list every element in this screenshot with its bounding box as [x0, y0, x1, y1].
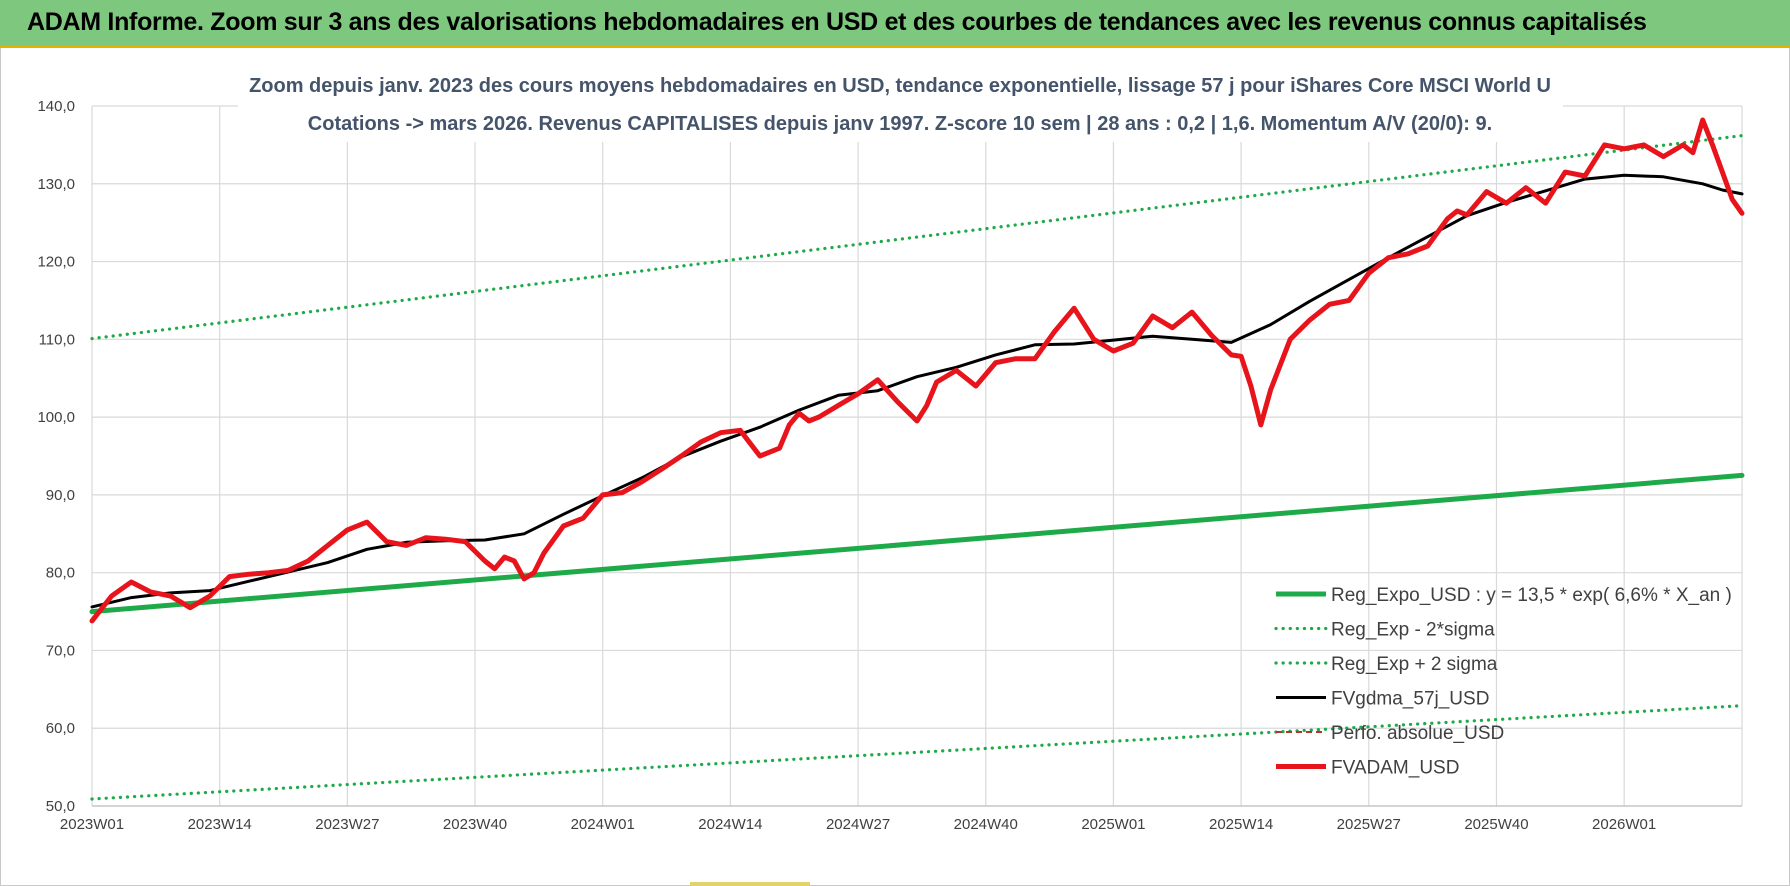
y-tick-label: 120,0	[37, 254, 75, 271]
legend-entry: Perfo. absolue_USD	[1331, 723, 1504, 744]
x-tick-label: 2026W01	[1592, 816, 1656, 833]
bottom-accent-bar	[690, 882, 810, 886]
x-tick-label: 2025W40	[1464, 816, 1528, 833]
y-tick-label: 60,0	[46, 720, 75, 737]
x-tick-label: 2025W01	[1081, 816, 1145, 833]
x-tick-label: 2024W14	[698, 816, 762, 833]
legend-entry: FVADAM_USD	[1331, 758, 1459, 779]
x-tick-label: 2023W27	[315, 816, 379, 833]
y-tick-label: 140,0	[37, 98, 75, 115]
x-tick-label: 2023W40	[443, 816, 507, 833]
legend-entry: Reg_Exp + 2 sigma	[1331, 654, 1498, 675]
x-tick-label: 2023W01	[60, 816, 124, 833]
y-tick-label: 110,0	[39, 331, 75, 348]
x-tick-label: 2025W14	[1209, 816, 1273, 833]
series-line-3	[90, 173, 1744, 609]
x-tick-label: 2025W27	[1337, 816, 1401, 833]
legend-entry: FVgdma_57j_USD	[1331, 689, 1489, 710]
legend-entry: Reg_Exp - 2*sigma	[1331, 620, 1495, 641]
series-line-5	[89, 117, 1745, 624]
x-tick-label: 2023W14	[188, 816, 252, 833]
legend: Reg_Expo_USD : y = 13,5 * exp( 6,6% * X_…	[1274, 585, 1732, 779]
x-tick-label: 2024W01	[571, 816, 635, 833]
page-title: ADAM Informe. Zoom sur 3 ans des valoris…	[27, 8, 1647, 36]
y-tick-label: 90,0	[46, 487, 75, 504]
series-line-1	[90, 704, 1744, 801]
x-axis-ticks: 2023W01 2023W14 2023W27 2023W40 2024W01 2024W…	[60, 816, 1656, 833]
y-tick-label: 100,0	[37, 409, 75, 426]
y-tick-label: 130,0	[37, 176, 75, 193]
y-tick-label: 80,0	[46, 565, 75, 582]
chart-title-line-1: Zoom depuis janv. 2023 des cours moyens …	[249, 75, 1551, 97]
x-tick-label: 2024W27	[826, 816, 890, 833]
y-axis-ticks: 50,0 60,0 70,0 80,0 90,0 100,0 110,0 120,0 130,0…	[37, 98, 75, 815]
chart-title-line-2: Cotations -> mars 2026. Revenus CAPITALI…	[308, 113, 1492, 135]
x-tick-label: 2024W40	[954, 816, 1018, 833]
title-background	[238, 66, 1563, 142]
y-tick-label: 50,0	[46, 798, 75, 815]
series-line-0	[89, 472, 1745, 615]
y-tick-label: 70,0	[46, 642, 75, 659]
title-banner: ADAM Informe. Zoom sur 3 ans des valoris…	[0, 0, 1790, 48]
series-line-2	[90, 134, 1744, 341]
chart-title: Zoom depuis janv. 2023 des cours moyens …	[238, 66, 1563, 142]
gridlines	[91, 105, 1743, 807]
series-lines	[89, 117, 1745, 801]
legend-entry: Reg_Expo_USD : y = 13,5 * exp( 6,6% * X_…	[1331, 585, 1732, 606]
